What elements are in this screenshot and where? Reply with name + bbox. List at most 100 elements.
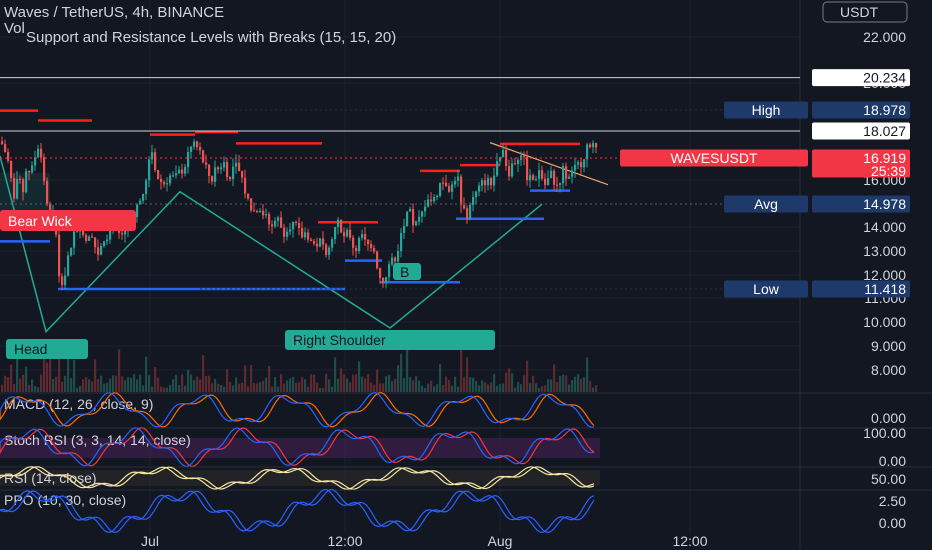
- candle-body[interactable]: [547, 178, 550, 185]
- candle-body[interactable]: [550, 170, 553, 179]
- candle-body[interactable]: [88, 236, 91, 241]
- candle-body[interactable]: [142, 193, 145, 201]
- candle-body[interactable]: [37, 148, 40, 158]
- currency-button[interactable]: USDT: [822, 1, 908, 23]
- candle-body[interactable]: [421, 211, 424, 217]
- candle-body[interactable]: [442, 182, 445, 184]
- candle-body[interactable]: [370, 244, 373, 249]
- candle-body[interactable]: [412, 208, 415, 226]
- candle-body[interactable]: [418, 216, 421, 222]
- candle-body[interactable]: [157, 170, 160, 180]
- candle-body[interactable]: [232, 166, 235, 179]
- candle-body[interactable]: [574, 164, 577, 171]
- candle-body[interactable]: [148, 159, 151, 181]
- level-value-box[interactable]: [812, 101, 910, 119]
- candle-body[interactable]: [535, 178, 538, 180]
- candle-body[interactable]: [247, 193, 250, 199]
- candle-body[interactable]: [484, 180, 487, 186]
- candle-body[interactable]: [517, 159, 520, 165]
- candle-body[interactable]: [151, 152, 154, 160]
- candle-body[interactable]: [544, 178, 547, 185]
- candle-body[interactable]: [274, 220, 277, 227]
- candle-body[interactable]: [538, 170, 541, 179]
- candle-body[interactable]: [592, 143, 595, 148]
- candle-body[interactable]: [325, 244, 328, 255]
- candle-body[interactable]: [565, 166, 568, 179]
- candle-body[interactable]: [49, 204, 52, 216]
- candle-body[interactable]: [31, 165, 34, 173]
- candle-body[interactable]: [400, 232, 403, 252]
- candle-body[interactable]: [109, 229, 112, 240]
- candle-body[interactable]: [106, 239, 109, 242]
- candle-body[interactable]: [25, 171, 28, 193]
- candle-body[interactable]: [541, 170, 544, 179]
- candle-body[interactable]: [91, 236, 94, 238]
- candle-body[interactable]: [364, 234, 367, 240]
- candle-body[interactable]: [46, 181, 49, 205]
- candle-body[interactable]: [454, 180, 457, 185]
- candle-body[interactable]: [64, 275, 67, 286]
- currency-button-frame[interactable]: [822, 1, 908, 23]
- candle-body[interactable]: [22, 179, 25, 193]
- candle-body[interactable]: [292, 221, 295, 230]
- candle-body[interactable]: [187, 152, 190, 167]
- candle-body[interactable]: [430, 199, 433, 202]
- candle-body[interactable]: [481, 180, 484, 186]
- candle-body[interactable]: [184, 166, 187, 174]
- candle-body[interactable]: [67, 255, 70, 276]
- candle-body[interactable]: [253, 210, 256, 212]
- candle-body[interactable]: [136, 204, 139, 218]
- candle-body[interactable]: [124, 230, 127, 235]
- candle-body[interactable]: [451, 184, 454, 192]
- candle-body[interactable]: [376, 251, 379, 269]
- candle-body[interactable]: [391, 257, 394, 265]
- candle-body[interactable]: [178, 169, 181, 174]
- candle-body[interactable]: [469, 204, 472, 220]
- candle-body[interactable]: [562, 166, 565, 184]
- candle-body[interactable]: [229, 177, 232, 179]
- candle-body[interactable]: [478, 185, 481, 192]
- candle-body[interactable]: [385, 277, 388, 283]
- candle-body[interactable]: [58, 234, 61, 277]
- candle-body[interactable]: [322, 238, 325, 245]
- candle-body[interactable]: [577, 162, 580, 165]
- candle-body[interactable]: [301, 228, 304, 238]
- candle-body[interactable]: [100, 246, 103, 255]
- time-axis[interactable]: Jul 12:00 Aug 12:00: [141, 533, 708, 549]
- candle-body[interactable]: [409, 208, 412, 212]
- candle-body[interactable]: [238, 162, 241, 172]
- candle-body[interactable]: [466, 208, 469, 220]
- candle-body[interactable]: [490, 178, 493, 186]
- candle-body[interactable]: [361, 234, 364, 238]
- candle-body[interactable]: [367, 239, 370, 245]
- candle-body[interactable]: [94, 237, 97, 248]
- candle-body[interactable]: [241, 171, 244, 178]
- candle-body[interactable]: [166, 183, 169, 185]
- candle-body[interactable]: [496, 161, 499, 176]
- candle-body[interactable]: [556, 184, 559, 186]
- candle-body[interactable]: [349, 229, 352, 238]
- candle-body[interactable]: [406, 211, 409, 226]
- candle-body[interactable]: [403, 225, 406, 233]
- candle-body[interactable]: [397, 251, 400, 262]
- candle-body[interactable]: [121, 232, 124, 235]
- candle-body[interactable]: [583, 159, 586, 168]
- candle-body[interactable]: [373, 248, 376, 252]
- candle-body[interactable]: [235, 162, 238, 167]
- candle-body[interactable]: [202, 150, 205, 163]
- candle-body[interactable]: [460, 176, 463, 206]
- candle-body[interactable]: [343, 232, 346, 237]
- candle-body[interactable]: [103, 241, 106, 247]
- candle-body[interactable]: [439, 182, 442, 196]
- candle-body[interactable]: [340, 219, 343, 233]
- candle-body[interactable]: [277, 217, 280, 221]
- candle-body[interactable]: [580, 162, 583, 168]
- candle-body[interactable]: [280, 217, 283, 228]
- candle-body[interactable]: [358, 237, 361, 252]
- candle-body[interactable]: [319, 238, 322, 247]
- level-badge-20[interactable]: 20.234: [812, 69, 910, 87]
- candle-body[interactable]: [256, 210, 259, 213]
- candle-body[interactable]: [571, 170, 574, 177]
- candle-body[interactable]: [175, 173, 178, 176]
- candle-body[interactable]: [205, 162, 208, 165]
